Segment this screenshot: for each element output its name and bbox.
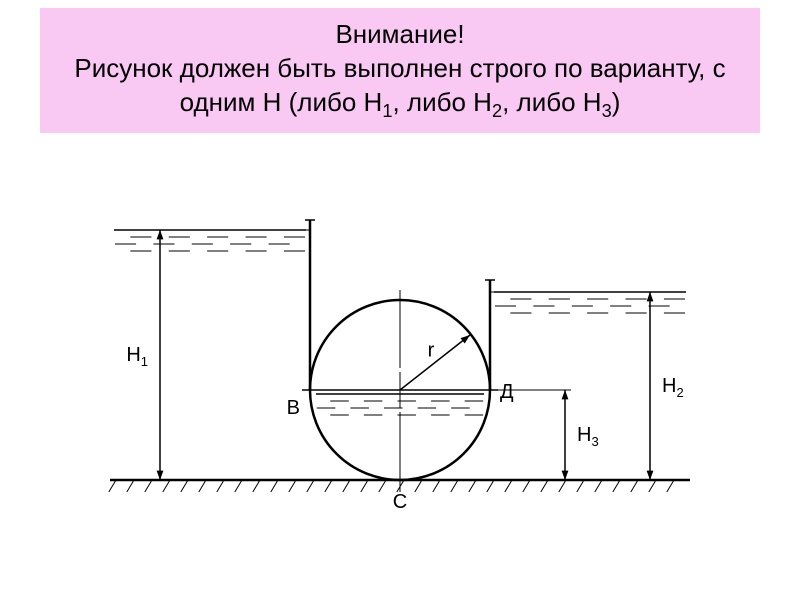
- svg-text:Д: Д: [500, 381, 514, 403]
- title-l2-d: ): [612, 87, 621, 117]
- title-sub2: 2: [492, 101, 502, 121]
- svg-text:H2: H2: [662, 375, 684, 400]
- title-line1: Внимание!: [48, 18, 752, 52]
- title-sub1: 1: [382, 101, 392, 121]
- title-box: Внимание! Рисунок должен быть выполнен с…: [40, 8, 760, 133]
- svg-text:С: С: [393, 491, 407, 513]
- title-l2-c: , либо H: [502, 87, 602, 117]
- title-line2: Рисунок должен быть выполнен строго по в…: [48, 52, 752, 124]
- svg-text:r: r: [428, 340, 435, 362]
- title-sub3: 3: [602, 101, 612, 121]
- svg-text:H3: H3: [577, 424, 599, 449]
- svg-text:В: В: [287, 397, 300, 419]
- svg-text:H1: H1: [126, 344, 148, 369]
- diagram-container: r H1 H2 H3 В Д С: [70, 160, 730, 580]
- diagram-svg: r H1 H2 H3 В Д С: [70, 160, 730, 580]
- title-l2-b: , либо H: [392, 87, 492, 117]
